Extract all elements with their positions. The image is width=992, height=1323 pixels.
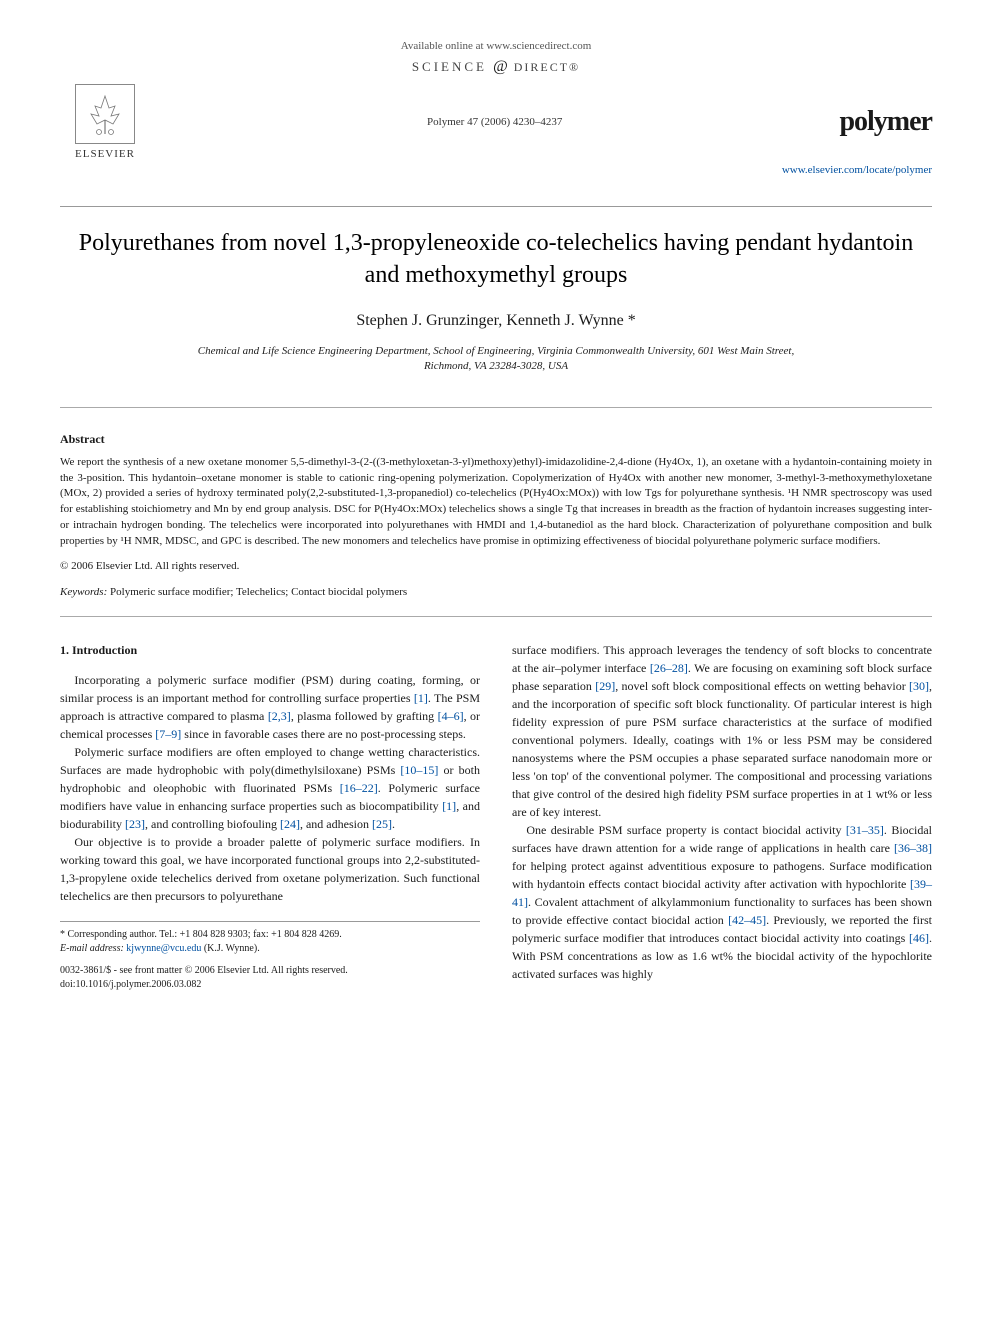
ref-link[interactable]: [1] (414, 691, 428, 705)
ref-link[interactable]: [10–15] (400, 763, 438, 777)
corresponding-author: * Corresponding author. Tel.: +1 804 828… (60, 928, 480, 942)
ref-link[interactable]: [36–38] (894, 841, 932, 855)
affiliation: Chemical and Life Science Engineering De… (60, 344, 932, 375)
sciencedirect-logo: SCIENCE @ DIRECT® (60, 58, 932, 76)
sd-at-glyph: @ (493, 58, 508, 75)
keywords-line: Keywords: Polymeric surface modifier; Te… (60, 586, 932, 598)
article-title: Polyurethanes from novel 1,3-propyleneox… (60, 227, 932, 292)
elsevier-logo-block: ELSEVIER (60, 84, 150, 160)
ref-link[interactable]: [2,3] (268, 709, 291, 723)
journal-homepage-link[interactable]: www.elsevier.com/locate/polymer (60, 164, 932, 176)
intro-p1: Incorporating a polymeric surface modifi… (60, 671, 480, 743)
intro-p3: Our objective is to provide a broader pa… (60, 833, 480, 905)
journal-reference: Polymer 47 (2006) 4230–4237 (427, 116, 562, 128)
ref-link[interactable]: [30] (909, 679, 929, 693)
header-divider (60, 206, 932, 207)
elsevier-label: ELSEVIER (75, 148, 135, 160)
issn-doi-block: 0032-3861/$ - see front matter © 2006 El… (60, 964, 480, 992)
intro-p4: surface modifiers. This approach leverag… (512, 641, 932, 821)
body-two-column: 1. Introduction Incorporating a polymeri… (60, 641, 932, 992)
email-suffix: (K.J. Wynne). (201, 943, 259, 954)
polymer-journal-logo: polymer (839, 106, 932, 138)
doi-line: doi:10.1016/j.polymer.2006.03.082 (60, 978, 480, 992)
affiliation-line1: Chemical and Life Science Engineering De… (198, 345, 794, 357)
ref-link[interactable]: [29] (595, 679, 615, 693)
email-label: E-mail address: (60, 943, 124, 954)
abstract-heading: Abstract (60, 432, 932, 447)
email-line: E-mail address: kjwynne@vcu.edu (K.J. Wy… (60, 942, 480, 956)
ref-link[interactable]: [24] (280, 817, 300, 831)
sd-direct: DIRECT® (514, 60, 580, 74)
email-address[interactable]: kjwynne@vcu.edu (124, 943, 202, 954)
ref-link[interactable]: [7–9] (155, 727, 181, 741)
ref-link[interactable]: [1] (442, 799, 456, 813)
header-row: ELSEVIER Polymer 47 (2006) 4230–4237 pol… (60, 84, 932, 160)
affiliation-line2: Richmond, VA 23284-3028, USA (424, 360, 568, 372)
ref-link[interactable]: [23] (125, 817, 145, 831)
available-online-text: Available online at www.sciencedirect.co… (60, 40, 932, 52)
ref-link[interactable]: [26–28] (650, 661, 688, 675)
footnote-block: * Corresponding author. Tel.: +1 804 828… (60, 921, 480, 992)
intro-heading: 1. Introduction (60, 641, 480, 659)
ref-link[interactable]: [46] (909, 931, 929, 945)
ref-link[interactable]: [31–35] (846, 823, 884, 837)
elsevier-tree-icon (75, 84, 135, 144)
keywords-text: Polymeric surface modifier; Telechelics;… (107, 586, 407, 598)
ref-link[interactable]: [4–6] (438, 709, 464, 723)
post-keywords-divider (60, 616, 932, 617)
intro-p2: Polymeric surface modifiers are often em… (60, 743, 480, 833)
pre-abstract-divider (60, 407, 932, 408)
ref-link[interactable]: [42–45] (728, 913, 766, 927)
ref-link[interactable]: [25] (372, 817, 392, 831)
authors: Stephen J. Grunzinger, Kenneth J. Wynne … (60, 312, 932, 330)
sd-science: SCIENCE (412, 59, 487, 75)
abstract-copyright: © 2006 Elsevier Ltd. All rights reserved… (60, 560, 932, 572)
keywords-label: Keywords: (60, 586, 107, 598)
ref-link[interactable]: [16–22] (340, 781, 378, 795)
abstract-text: We report the synthesis of a new oxetane… (60, 455, 932, 551)
intro-p5: One desirable PSM surface property is co… (512, 821, 932, 983)
issn-line: 0032-3861/$ - see front matter © 2006 El… (60, 964, 480, 978)
